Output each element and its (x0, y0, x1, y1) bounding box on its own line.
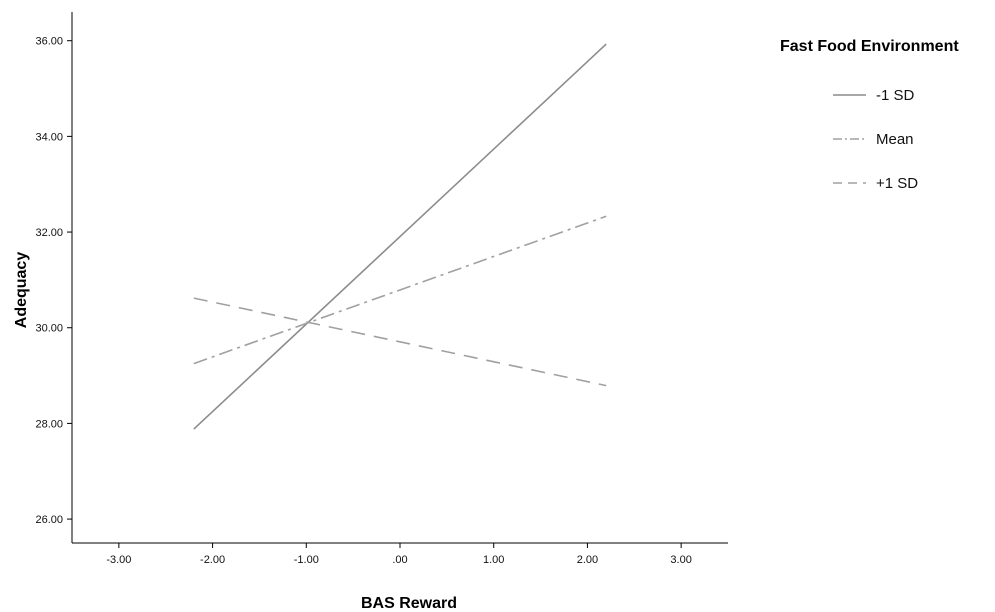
y-axis-ticks: 26.00 28.00 30.00 32.00 34.00 36.00 (35, 36, 72, 526)
x-tick-label: -3.00 (106, 554, 131, 566)
y-tick-label: 26.00 (35, 514, 63, 526)
x-tick-label: -2.00 (200, 554, 225, 566)
y-tick-label: 32.00 (35, 227, 63, 239)
legend-title: Fast Food Environment (780, 38, 959, 55)
x-tick-label: .00 (392, 554, 407, 566)
legend-items: -1 SD Mean +1 SD (833, 87, 918, 192)
legend-label-2: Mean (876, 131, 914, 148)
legend: Fast Food Environment -1 SD Mean +1 SD (780, 38, 959, 192)
x-tick-label: -1.00 (294, 554, 319, 566)
x-tick-label: 1.00 (483, 554, 504, 566)
y-tick-label: 30.00 (35, 323, 63, 335)
series-line-1 (193, 43, 607, 430)
x-tick-label: 3.00 (670, 554, 691, 566)
x-tick-label: 2.00 (577, 554, 598, 566)
series-lines (193, 43, 607, 430)
y-axis-title: Adequacy (13, 252, 30, 329)
y-tick-label: 28.00 (35, 418, 63, 430)
y-tick-label: 36.00 (35, 36, 63, 48)
x-axis-title: BAS Reward (361, 595, 457, 612)
y-tick-label: 34.00 (35, 131, 63, 143)
legend-label-3: +1 SD (876, 175, 918, 192)
series-line-2 (193, 215, 607, 365)
series-line-3 (193, 297, 607, 387)
x-axis-ticks: -3.00 -2.00 -1.00 .00 1.00 2.00 3.00 (106, 543, 692, 566)
legend-label-1: -1 SD (876, 87, 915, 104)
